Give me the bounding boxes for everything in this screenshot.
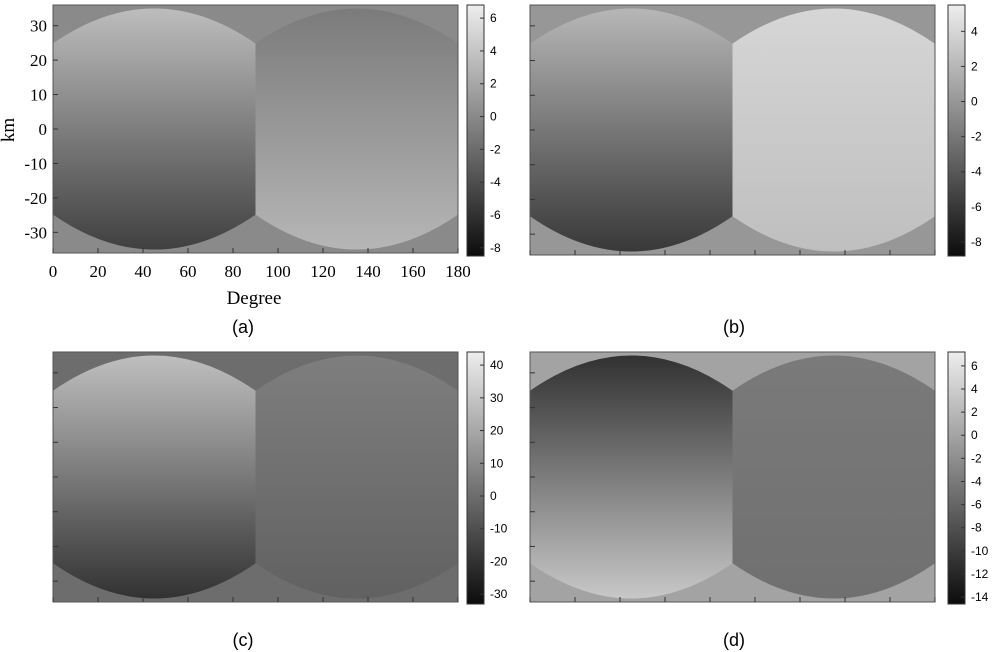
- x-tick-label: 100: [265, 262, 291, 281]
- colorbar-tick-label: 20: [490, 424, 504, 438]
- x-tick-label: 180: [445, 262, 471, 281]
- colorbar: 6 4 2 0 -2 -4 -6 -8: [466, 4, 501, 257]
- colorbar-tick-label: -6: [490, 208, 501, 222]
- colorbar-tick-label: -10: [971, 544, 989, 558]
- panel-caption: (b): [723, 317, 745, 337]
- colorbar-tick-label: 0: [971, 428, 978, 442]
- lobe-1: [53, 355, 256, 599]
- colorbar: 4 2 0 -2 -4 -6 -8: [947, 4, 982, 257]
- colorbar-tick-label: -4: [971, 474, 982, 488]
- lobe-2: [732, 355, 935, 599]
- colorbar-tick-label: -8: [971, 235, 982, 249]
- x-tick-label: 20: [90, 262, 107, 281]
- y-tick-label: 20: [30, 51, 47, 70]
- y-tick-label: -10: [24, 154, 47, 173]
- colorbar-tick-label: -2: [971, 130, 982, 144]
- panel-caption: (c): [233, 630, 254, 650]
- y-tick-label: 0: [39, 120, 48, 139]
- colorbar-tick-label: 2: [971, 405, 978, 419]
- colorbar-tick-label: 0: [490, 110, 497, 124]
- colorbar-tick-label: -4: [490, 175, 501, 189]
- panel-caption: (a): [232, 317, 254, 337]
- colorbar-tick-label: -6: [971, 498, 982, 512]
- colorbar-tick-label: 40: [490, 358, 504, 372]
- y-tick-label: -20: [24, 189, 47, 208]
- colorbar-tick-label: -8: [971, 521, 982, 535]
- panel-b: 4 2 0 -2 -4 -6 -8 (b): [529, 4, 982, 337]
- colorbar-tick-label: 4: [971, 382, 978, 396]
- y-tick-label: 10: [30, 86, 47, 105]
- colorbar-tick-label: -2: [490, 142, 501, 156]
- lobe-1: [530, 8, 733, 252]
- colorbar-tick-label: -14: [971, 590, 989, 604]
- colorbar-gradient: [466, 351, 485, 605]
- colorbar-gradient: [947, 4, 966, 257]
- colorbar: 6 4 2 0 -2 -4 -6 -8 -10 -12 -14: [947, 351, 989, 605]
- x-tick-label: 160: [400, 262, 426, 281]
- colorbar-tick-label: 30: [490, 391, 504, 405]
- lobe-2: [255, 355, 458, 599]
- panel-c: 40 30 20 10 0 -10 -20 -30 (c): [52, 351, 508, 650]
- lobe-1: [53, 8, 256, 250]
- colorbar-tick-label: -8: [490, 241, 501, 255]
- lobe-1: [530, 355, 733, 599]
- lobe-2: [255, 8, 458, 250]
- x-tick-label: 140: [355, 262, 381, 281]
- colorbar-gradient: [947, 351, 966, 605]
- colorbar-tick-label: -2: [971, 451, 982, 465]
- colorbar-tick-label: -4: [971, 165, 982, 179]
- colorbar-gradient: [466, 4, 485, 257]
- colorbar-tick-label: -10: [490, 522, 508, 536]
- colorbar-tick-label: 10: [490, 456, 504, 470]
- x-tick-label: 40: [135, 262, 152, 281]
- colorbar-tick-label: 0: [490, 489, 497, 503]
- colorbar-tick-label: 4: [490, 44, 497, 58]
- y-tick-label: 30: [30, 17, 47, 36]
- colorbar-tick-label: 6: [971, 359, 978, 373]
- panel-caption: (d): [723, 630, 745, 650]
- x-tick-label: 60: [180, 262, 197, 281]
- y-tick-label: -30: [24, 223, 47, 242]
- panel-d: 6 4 2 0 -2 -4 -6 -8 -10 -12 -14 (d): [529, 351, 989, 650]
- colorbar-tick-label: -12: [971, 567, 989, 581]
- colorbar-tick-label: 2: [971, 59, 978, 73]
- x-tick-label: 80: [225, 262, 242, 281]
- x-tick-label: 0: [49, 262, 58, 281]
- colorbar-tick-label: 6: [490, 11, 497, 25]
- colorbar-tick-label: -6: [971, 200, 982, 214]
- colorbar-tick-label: 0: [971, 95, 978, 109]
- x-tick-label: 120: [310, 262, 336, 281]
- colorbar-tick-label: 4: [971, 24, 978, 38]
- y-axis-label: km: [0, 118, 19, 143]
- colorbar: 40 30 20 10 0 -10 -20 -30: [466, 351, 508, 605]
- colorbar-tick-label: 2: [490, 77, 497, 91]
- lobe-2: [732, 8, 935, 252]
- x-axis-label: Degree: [227, 288, 282, 309]
- colorbar-tick-label: -30: [490, 587, 508, 601]
- panel-a: 0 20 40 60 80 100 120 140 160 1803020100-10-20-30…: [0, 4, 501, 337]
- colorbar-tick-label: -20: [490, 554, 508, 568]
